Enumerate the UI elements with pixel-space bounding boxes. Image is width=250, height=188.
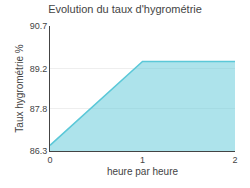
svg-text:heure par heure: heure par heure <box>107 166 179 177</box>
svg-text:86.3: 86.3 <box>30 146 48 156</box>
svg-text:90.7: 90.7 <box>30 21 48 31</box>
svg-text:2: 2 <box>232 155 237 165</box>
svg-text:89.2: 89.2 <box>30 64 48 74</box>
svg-text:1: 1 <box>140 155 145 165</box>
svg-text:Evolution du taux d'hygrométri: Evolution du taux d'hygrométrie <box>48 3 202 15</box>
svg-text:Taux hygrométrie %: Taux hygrométrie % <box>14 44 25 132</box>
svg-text:0: 0 <box>47 155 52 165</box>
svg-text:87.8: 87.8 <box>30 104 48 114</box>
